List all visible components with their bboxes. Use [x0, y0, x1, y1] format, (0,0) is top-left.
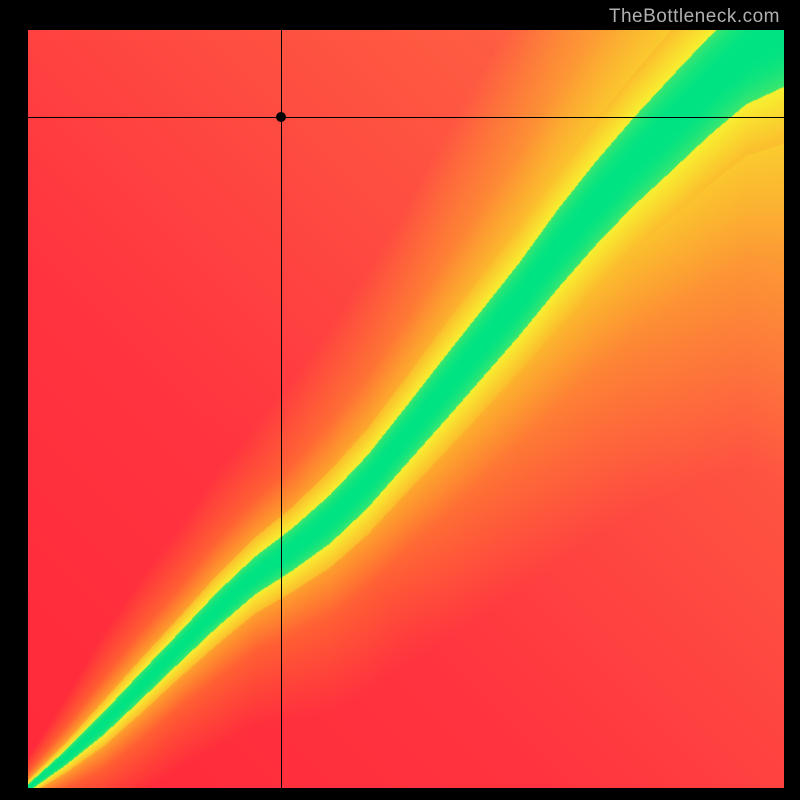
crosshair-vertical-line [281, 30, 282, 788]
bottleneck-heatmap [28, 30, 784, 788]
chart-container: { "attribution": { "text": "TheBottlenec… [0, 0, 800, 800]
attribution-text: TheBottleneck.com [609, 6, 780, 28]
crosshair-horizontal-line [28, 117, 784, 118]
